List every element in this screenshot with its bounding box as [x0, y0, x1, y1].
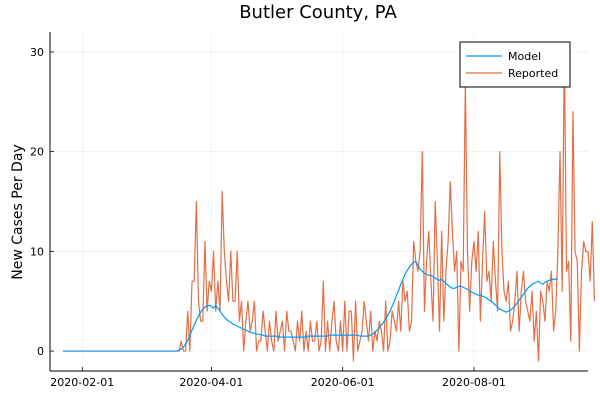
series-layer: [62, 41, 596, 362]
ticks: 0 10 20 30 2020-02-01 2020-04-01 2020-06-01 202…: [30, 46, 506, 389]
x-tick-label: 2020-02-01: [50, 376, 114, 389]
legend-label-model: Model: [508, 50, 541, 63]
y-axis-label: New Cases Per Day: [10, 144, 26, 279]
chart-title: Butler County, PA: [239, 2, 397, 23]
y-tick-label: 20: [30, 146, 44, 159]
y-tick-label: 30: [30, 46, 44, 59]
x-tick-label: 2020-08-01: [442, 376, 506, 389]
series-line-model: [62, 260, 559, 352]
legend-box: [459, 41, 571, 88]
x-tick-label: 2020-06-01: [311, 376, 375, 389]
y-tick-label: 0: [37, 345, 44, 358]
legend-label-reported: Reported: [508, 67, 558, 80]
x-tick-label: 2020-04-01: [179, 376, 243, 389]
axes: [49, 32, 588, 372]
y-tick-label: 10: [30, 245, 44, 258]
legend: Model Reported: [459, 41, 571, 88]
